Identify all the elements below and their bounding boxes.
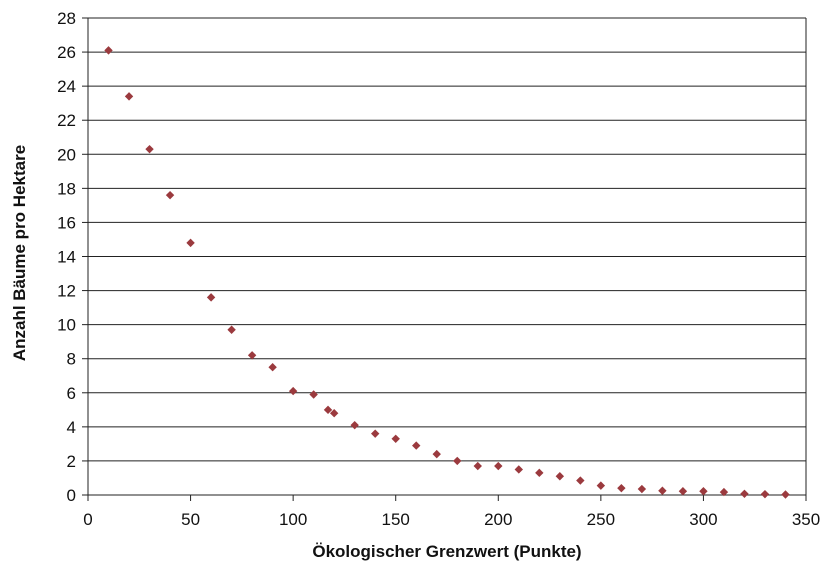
data-point [555, 472, 565, 481]
y-tick-label: 28 [57, 9, 76, 28]
data-point [371, 429, 380, 438]
data-point [432, 449, 441, 459]
y-tick-label: 8 [67, 350, 76, 369]
data-point [329, 409, 339, 418]
data-point [145, 144, 154, 154]
data-point [637, 484, 647, 494]
y-tick-label: 24 [57, 77, 76, 96]
data-point [412, 441, 421, 450]
data-point [206, 293, 216, 302]
data-point [186, 238, 195, 248]
data-point [473, 461, 482, 471]
data-point [781, 490, 790, 499]
data-point [309, 390, 318, 399]
y-tick-label: 12 [57, 282, 76, 301]
data-point [165, 190, 175, 200]
data-point [227, 325, 236, 334]
y-tick-label: 14 [57, 248, 76, 267]
x-tick-label: 100 [279, 510, 307, 529]
x-tick-label: 0 [83, 510, 92, 529]
data-point [124, 92, 134, 101]
y-tick-label: 10 [57, 316, 76, 335]
y-tick-label: 2 [67, 452, 76, 471]
data-point [268, 363, 277, 372]
data-point [514, 465, 523, 474]
y-tick-label: 18 [57, 179, 76, 198]
data-point [391, 434, 400, 443]
data-point [350, 420, 359, 430]
y-tick-label: 26 [57, 43, 76, 62]
y-tick-label: 22 [57, 111, 76, 130]
data-point [576, 476, 585, 485]
x-tick-label: 50 [181, 510, 200, 529]
data-point [453, 456, 462, 466]
x-tick-label: 350 [792, 510, 820, 529]
data-point [740, 489, 749, 499]
x-tick-label: 200 [484, 510, 512, 529]
data-point [719, 487, 729, 497]
data-point [699, 487, 708, 496]
y-axis-title: Anzahl Bäume pro Hektare [10, 145, 29, 361]
data-point [323, 405, 333, 415]
x-tick-label: 250 [587, 510, 615, 529]
data-point [596, 481, 606, 490]
x-tick-label: 150 [382, 510, 410, 529]
data-point [494, 461, 503, 471]
gridlines [88, 17, 806, 462]
data-points [104, 46, 790, 499]
x-axis-title: Ökologischer Grenzwert (Punkte) [312, 542, 581, 561]
data-point [535, 468, 544, 478]
data-point [247, 351, 257, 360]
y-tick-label: 6 [67, 384, 76, 403]
data-point [288, 386, 298, 396]
y-tick-label: 0 [67, 486, 76, 505]
data-point [617, 483, 626, 493]
x-tick-label: 300 [689, 510, 717, 529]
data-point [658, 486, 667, 495]
data-point [104, 46, 113, 55]
y-tick-label: 20 [57, 145, 76, 164]
y-tick-label: 16 [57, 213, 76, 232]
y-tick-label: 4 [67, 418, 76, 437]
data-point [678, 487, 688, 496]
data-point [760, 489, 770, 499]
